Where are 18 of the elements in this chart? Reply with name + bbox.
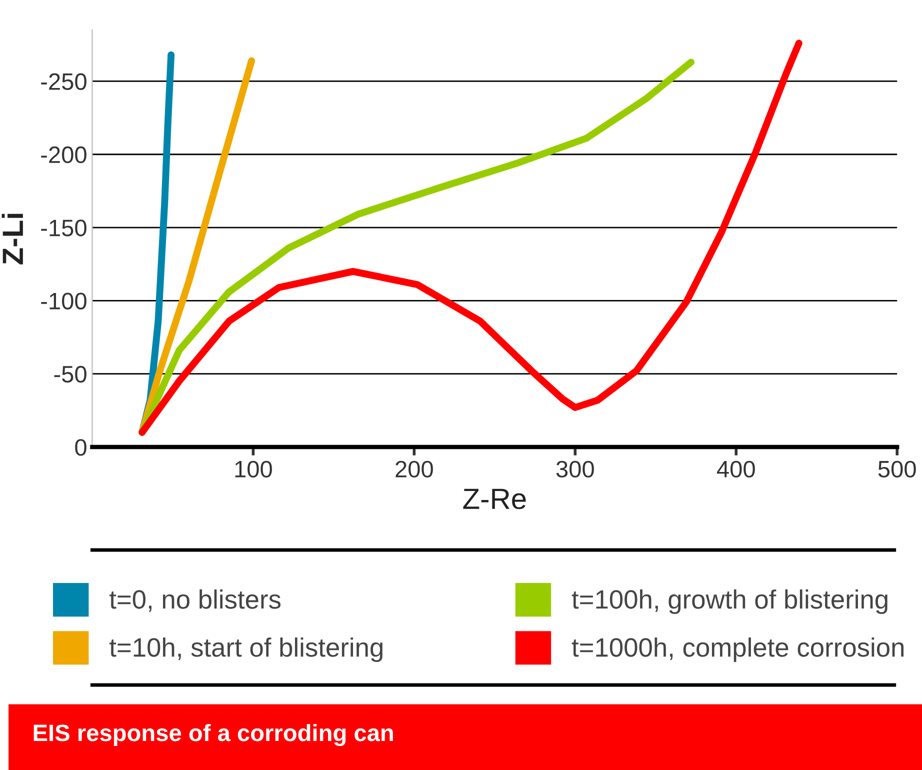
y-tick-label: -250 <box>41 73 86 90</box>
legend-label: t=10h, start of blistering <box>110 637 382 662</box>
y-tick-label: 0 <box>75 439 86 456</box>
y-tick-label: -100 <box>41 292 86 310</box>
y-axis-title: Z-Li <box>2 214 23 264</box>
x-axis-title: Z-Re <box>463 488 526 510</box>
x-tick-label: 100 <box>235 460 272 478</box>
x-tick-label: 400 <box>716 460 755 478</box>
legend-label: t=100h, growth of blistering <box>572 589 888 614</box>
legend-label: t=0, no blisters <box>110 589 281 612</box>
x-tick-label: 300 <box>556 460 594 478</box>
legend-label: t=1000h, complete corrosion <box>572 637 904 662</box>
y-tick-label: -200 <box>41 146 86 164</box>
x-tick-label: 200 <box>396 460 433 478</box>
x-tick-label: 500 <box>878 460 916 478</box>
text: EIS response of a corroding can <box>34 724 393 746</box>
y-tick-label: -150 <box>41 220 86 236</box>
y-tick-label: -50 <box>54 366 86 383</box>
